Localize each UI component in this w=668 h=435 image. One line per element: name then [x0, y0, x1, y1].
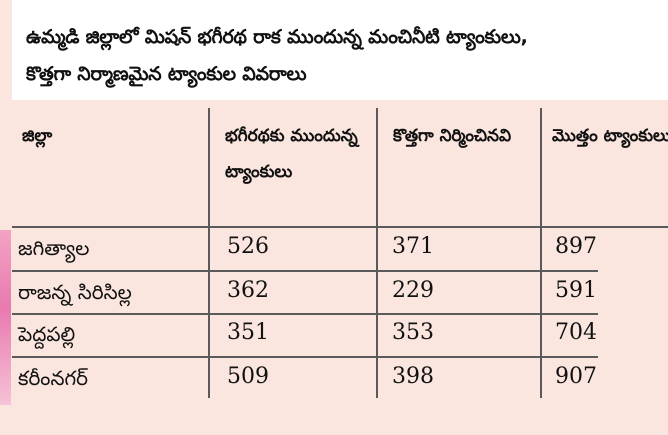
table-row: జగిత్యాల 526 371 897 — [12, 228, 668, 272]
district-name: కరీంనగర్ — [18, 366, 88, 390]
tanks-new-value: 229 — [392, 278, 434, 303]
header-newly-built: కొత్తగా నిర్మించినవి — [393, 126, 512, 146]
tanks-new-value: 371 — [392, 234, 434, 259]
tanks-before-value: 526 — [227, 234, 269, 259]
column-divider — [540, 108, 542, 398]
header-district: జిల్లా — [22, 126, 53, 146]
row-divider — [12, 356, 598, 358]
tanks-total-value: 907 — [555, 364, 597, 389]
row-divider — [12, 313, 598, 315]
document-header: ఉమ్మడి జిల్లాలో మిషన్ భగీరథ రాక ముందున్న… — [12, 0, 668, 100]
tanks-table: జిల్లా భగీరథకు ముందున్న ట్యాంకులు కొత్తగ… — [12, 100, 668, 405]
header-total-tanks: మొత్తం ట్యాంకులు — [552, 126, 668, 146]
tanks-total-value: 897 — [555, 234, 597, 259]
district-name: జగిత్యాల — [18, 236, 90, 260]
tanks-before-value: 509 — [227, 364, 269, 389]
district-name: పెద్దపల్లి — [18, 322, 76, 346]
tanks-before-value: 351 — [227, 320, 269, 345]
row-divider — [12, 226, 668, 228]
tanks-new-value: 398 — [392, 364, 434, 389]
district-name: రాజన్న సిరిసిల్ల — [18, 280, 132, 304]
table-row: కరీంనగర్ 509 398 907 — [12, 358, 668, 402]
title-line-1: ఉమ్మడి జిల్లాలో మిషన్ భగీరథ రాక ముందున్న… — [26, 26, 528, 48]
header-before-bhagiratha: భగీరథకు ముందున్న ట్యాంకులు — [225, 126, 358, 182]
column-divider — [376, 108, 378, 398]
tanks-total-value: 704 — [555, 320, 597, 345]
tanks-before-value: 362 — [227, 278, 269, 303]
tanks-total-value: 591 — [555, 278, 597, 303]
title-line-2: కొత్తగా నిర్మాణమైన ట్యాంకుల వివరాలు — [26, 63, 307, 85]
row-divider — [12, 270, 598, 272]
table-row: పెద్దపల్లి 351 353 704 — [12, 314, 668, 358]
column-divider — [208, 108, 210, 398]
table-row: రాజన్న సిరిసిల్ల 362 229 591 — [12, 272, 668, 316]
decorative-edge — [0, 230, 11, 405]
tanks-new-value: 353 — [392, 320, 434, 345]
